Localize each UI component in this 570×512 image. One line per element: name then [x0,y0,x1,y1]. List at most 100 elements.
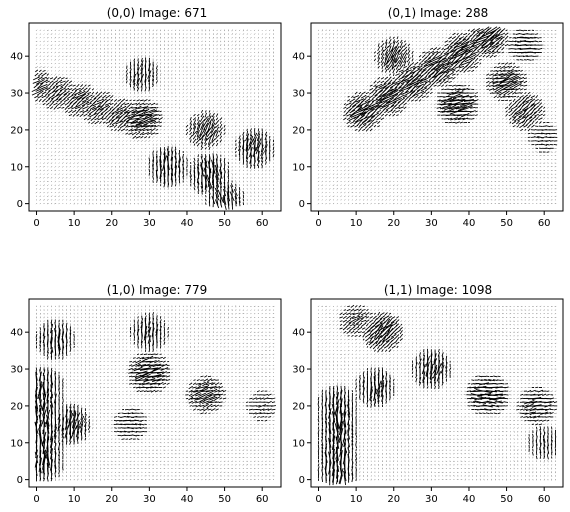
quiver-arrow [404,118,406,120]
quiver-arrow [261,51,263,54]
quiver-arrow [354,91,358,95]
quiver-arrow [141,29,143,32]
quiver-arrow [69,155,72,157]
quiver-arrow [220,114,222,116]
quiver-arrow [46,114,49,116]
quiver-arrow [421,95,426,99]
quiver-arrow [430,195,433,197]
quiver-arrow [329,140,331,142]
quiver-arrow [160,62,162,65]
quiver-arrow [103,133,105,135]
quiver-arrow [411,188,414,190]
quiver-arrow [452,32,456,36]
quiver-arrow [368,98,374,103]
quiver-arrow [167,47,169,50]
quiver-arrow [235,150,237,154]
quiver-arrow [226,191,231,202]
quiver-arrow [144,87,147,92]
quiver-arrow [359,33,361,35]
quiver-arrow [321,180,324,183]
quiver-arrow [231,99,233,101]
quiver-arrow [426,103,429,105]
quiver-arrow [405,69,412,73]
quiver-arrow [408,144,410,146]
quiver-arrow [175,59,177,61]
quiver-arrow [408,155,410,157]
quiver-arrow [77,40,79,43]
quiver-arrow [421,54,426,59]
quiver-arrow [227,175,230,180]
quiver-arrow [344,40,346,43]
quiver-arrow [359,118,368,127]
quiver-arrow [103,144,105,146]
quiver-arrow [95,162,98,164]
quiver-arrow [269,118,271,120]
quiver-arrow [464,155,466,157]
quiver-arrow [130,92,132,94]
x-tick-label: 30 [143,218,156,229]
quiver-arrow [84,158,87,160]
quiver-arrow [185,124,189,128]
quiver-arrow [355,136,357,138]
quiver-arrow [344,88,346,90]
quiver-arrow [77,37,79,39]
quiver-arrow [456,77,459,80]
quiver-arrow [196,120,200,126]
quiver-arrow [343,103,347,106]
quiver-arrow [455,61,461,66]
quiver-arrow [366,55,368,57]
quiver-arrow [325,144,327,146]
quiver-arrow [36,90,44,96]
quiver-arrow [404,162,406,164]
quiver-arrow [348,144,350,146]
quiver-arrow [84,70,87,72]
quiver-arrow [456,32,459,36]
quiver-arrow [346,99,351,102]
quiver-arrow [223,128,226,132]
quiver-arrow [174,96,177,98]
quiver-arrow [444,118,449,120]
quiver-arrow [144,136,148,139]
quiver-arrow [234,195,238,204]
quiver-arrow [355,44,357,46]
quiver-arrow [393,129,395,131]
quiver-arrow [49,98,54,103]
quiver-arrow [50,195,53,198]
quiver-arrow [231,77,233,79]
quiver-arrow [130,48,132,50]
quiver-arrow [54,48,56,50]
quiver-arrow [421,69,427,73]
quiver-arrow [321,110,324,113]
quiver-arrow [39,195,42,197]
quiver-field-0-1 [317,26,558,205]
quiver-arrow [208,88,211,91]
quiver-arrow [62,73,64,76]
quiver-arrow [265,48,267,50]
quiver-arrow [81,169,83,171]
quiver-arrow [81,144,83,146]
quiver-arrow [242,44,244,46]
quiver-arrow [189,171,192,177]
quiver-arrow [103,125,106,128]
quiver-arrow [396,36,399,40]
quiver-arrow [246,29,248,32]
quiver-arrow [363,66,365,69]
quiver-arrow [227,40,229,43]
quiver-arrow [50,73,53,76]
quiver-arrow [77,191,79,194]
quiver-arrow [35,66,38,69]
quiver-arrow [370,192,372,194]
quiver-arrow [400,191,402,194]
quiver-arrow [359,81,361,83]
quiver-arrow [73,70,76,72]
quiver-arrow [231,84,233,87]
quiver-arrow [445,84,448,87]
quiver-arrow [402,95,408,99]
quiver-arrow [351,62,353,65]
quiver-arrow [426,125,429,127]
quiver-arrow [120,128,126,132]
quiver-arrow [35,59,38,61]
quiver-arrow [238,141,241,148]
quiver-arrow [351,73,354,76]
quiver-arrow [355,70,357,72]
